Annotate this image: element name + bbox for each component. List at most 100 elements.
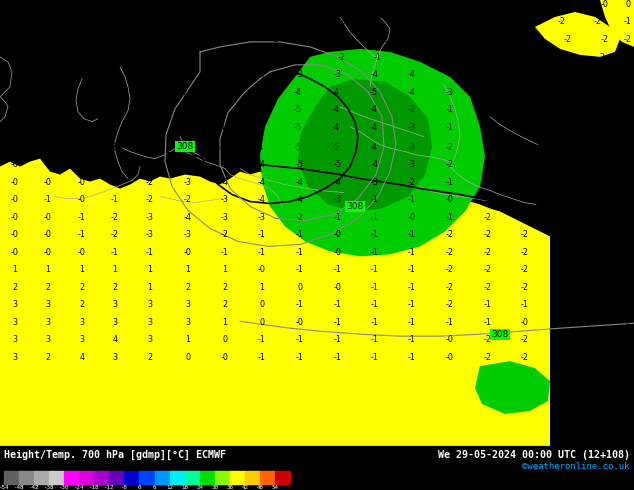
Text: -1: -1: [371, 248, 379, 257]
Bar: [215, 471, 230, 484]
Bar: [94, 471, 110, 484]
Text: -2: -2: [194, 18, 202, 26]
Text: -2: -2: [228, 0, 236, 9]
Text: -2: -2: [121, 35, 129, 45]
Text: -3: -3: [221, 213, 229, 222]
Text: 3: 3: [13, 335, 18, 343]
Text: -2: -2: [558, 160, 566, 169]
Text: -2: -2: [338, 53, 346, 62]
Text: -3: -3: [221, 195, 229, 204]
Text: -2: -2: [558, 353, 566, 362]
Text: -5: -5: [370, 88, 378, 98]
Text: -1: -1: [558, 300, 566, 309]
Text: -0: -0: [484, 178, 492, 187]
Text: -1: -1: [408, 265, 416, 274]
Text: -2: -2: [624, 265, 632, 274]
Text: -0: -0: [521, 318, 529, 327]
Text: -1: -1: [624, 300, 632, 309]
Text: -1: -1: [111, 143, 119, 152]
Text: -1: -1: [334, 213, 342, 222]
Text: -2: -2: [521, 195, 529, 204]
Text: -1: -1: [521, 160, 529, 169]
Text: -4: -4: [296, 178, 304, 187]
Text: -4: -4: [218, 123, 226, 132]
Polygon shape: [475, 361, 550, 414]
Text: -1: -1: [146, 88, 154, 98]
Text: -2: -2: [594, 160, 602, 169]
Text: 3: 3: [79, 318, 84, 327]
Text: -2: -2: [624, 88, 632, 98]
Text: -2: -2: [146, 195, 154, 204]
Text: -1: -1: [408, 283, 416, 292]
Text: -0: -0: [221, 353, 229, 362]
Text: -1: -1: [371, 300, 379, 309]
Text: -2: -2: [146, 105, 154, 114]
Text: -2: -2: [484, 248, 492, 257]
Text: -2: -2: [338, 18, 346, 26]
Text: 48: 48: [256, 485, 263, 490]
Text: 1: 1: [13, 265, 18, 274]
Text: -1: -1: [81, 71, 89, 79]
Text: 0: 0: [223, 335, 228, 343]
Text: -4: -4: [258, 195, 266, 204]
Text: -2: -2: [221, 71, 229, 79]
Text: -0: -0: [44, 213, 52, 222]
Text: -1: -1: [371, 353, 379, 362]
Text: -2: -2: [624, 213, 632, 222]
Text: -2: -2: [264, 18, 272, 26]
Text: -0: -0: [446, 335, 454, 343]
Text: -3: -3: [184, 178, 192, 187]
Text: -1: -1: [114, 53, 122, 62]
Text: -0: -0: [78, 248, 86, 257]
Text: -54: -54: [0, 485, 10, 490]
Text: 36: 36: [226, 485, 233, 490]
Text: -0: -0: [11, 213, 19, 222]
Text: -2: -2: [521, 213, 529, 222]
Text: -2: -2: [558, 105, 566, 114]
Text: -4: -4: [256, 143, 264, 152]
Text: 1: 1: [186, 265, 190, 274]
Text: -1: -1: [44, 195, 52, 204]
Text: -1: -1: [484, 318, 492, 327]
Text: -3: -3: [408, 143, 416, 152]
Text: -2: -2: [184, 71, 192, 79]
Text: -1: -1: [221, 248, 229, 257]
Text: -2: -2: [151, 53, 159, 62]
Text: -2: -2: [111, 88, 119, 98]
Text: -2: -2: [86, 0, 94, 9]
Text: -2: -2: [484, 265, 492, 274]
Text: -1: -1: [411, 18, 419, 26]
Text: -2: -2: [296, 213, 304, 222]
Bar: [169, 471, 184, 484]
Text: -2: -2: [558, 143, 566, 152]
Text: -1: -1: [484, 123, 492, 132]
Text: -1: -1: [374, 53, 382, 62]
Text: -2: -2: [521, 353, 529, 362]
Text: -2: -2: [624, 53, 632, 62]
Text: -1: -1: [371, 195, 379, 204]
Text: -2: -2: [111, 230, 119, 239]
Text: -2: -2: [14, 18, 22, 26]
Text: -1: -1: [258, 230, 266, 239]
Bar: [230, 471, 245, 484]
Text: -1: -1: [158, 18, 166, 26]
Text: 0: 0: [13, 88, 18, 98]
Text: -1: -1: [78, 123, 86, 132]
Text: -4: -4: [370, 143, 378, 152]
Text: -48: -48: [14, 485, 24, 490]
Text: 2: 2: [112, 283, 117, 292]
Text: 4: 4: [112, 335, 117, 343]
Text: 3: 3: [79, 335, 84, 343]
Bar: [4, 471, 19, 484]
Text: -1: -1: [81, 53, 89, 62]
Text: -2: -2: [594, 265, 602, 274]
Text: -3: -3: [146, 213, 154, 222]
Polygon shape: [260, 49, 485, 256]
Text: -2: -2: [601, 35, 609, 45]
Text: -0: -0: [454, 35, 462, 45]
Text: 0: 0: [259, 300, 264, 309]
Text: -1: -1: [484, 143, 492, 152]
Text: -1: -1: [521, 300, 529, 309]
Text: -3: -3: [181, 123, 189, 132]
Text: -0: -0: [491, 35, 499, 45]
